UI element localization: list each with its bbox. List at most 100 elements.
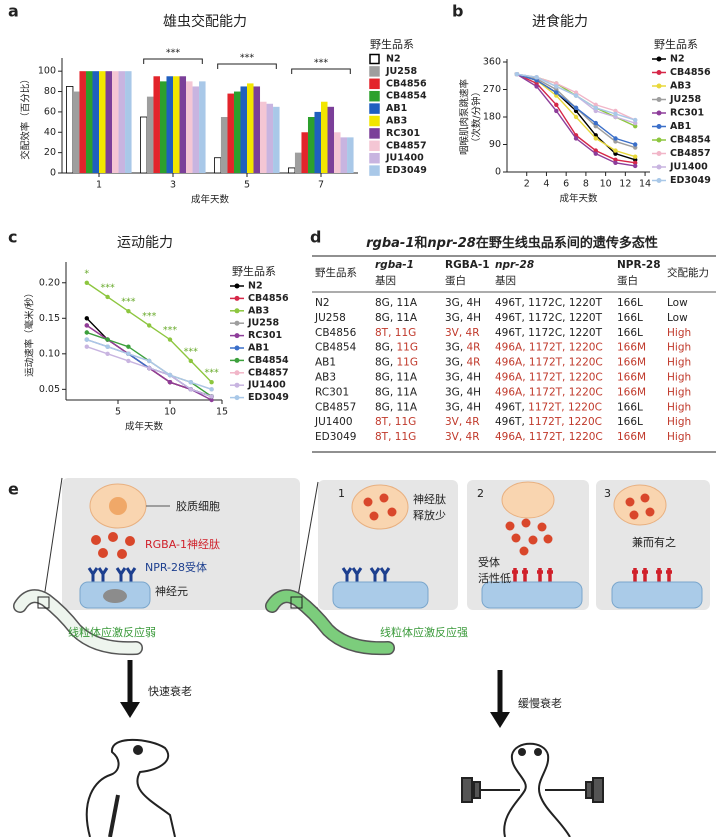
table-cell: 8G, 11A — [375, 372, 418, 384]
data-point — [147, 323, 152, 328]
cell-part: High — [667, 342, 691, 354]
table-header: 蛋白 — [617, 274, 638, 287]
data-point — [554, 108, 559, 114]
cell-part: 8T, 11G — [375, 416, 416, 428]
label: 缓慢衰老 — [518, 696, 562, 710]
data-point — [593, 120, 598, 126]
bar — [166, 76, 173, 173]
y-tick-label: 0.05 — [39, 384, 60, 395]
y-tick-label: 0 — [495, 167, 501, 178]
data-point — [554, 90, 559, 95]
table-cell: Low — [667, 312, 688, 324]
legend-marker — [656, 110, 662, 116]
nucleus — [103, 589, 127, 603]
data-point — [573, 93, 579, 98]
bar — [321, 101, 328, 173]
data-point — [633, 145, 638, 150]
legend-label: RC301 — [670, 108, 704, 119]
legend-label: CB4856 — [670, 67, 711, 78]
data-point — [613, 148, 618, 153]
x-tick-label: 12 — [619, 179, 631, 190]
cell-part: 3G, 4H — [445, 297, 481, 309]
table-cell: AB3 — [315, 372, 336, 384]
label: 神经元 — [155, 584, 188, 598]
y-tick-label: 40 — [44, 127, 56, 138]
bar — [340, 137, 348, 173]
data-point — [167, 372, 173, 378]
cell-part: 166M — [617, 431, 646, 443]
table-cell: 166L — [617, 416, 643, 428]
label: 线粒体应激反应强 — [380, 625, 468, 639]
cell-part: 8G, 11A — [375, 386, 418, 398]
bar — [105, 71, 113, 173]
data-point — [593, 151, 598, 156]
data-point — [633, 157, 638, 162]
data-point — [167, 380, 173, 385]
neuron — [481, 581, 583, 609]
y-tick-label: 90 — [489, 139, 501, 150]
data-point — [534, 84, 539, 89]
y-axis-label: 运动速率（毫米/秒） — [24, 288, 36, 377]
table-cell: 3G, 4H — [445, 401, 481, 413]
data-point — [573, 90, 579, 95]
legend-label: JU1400 — [669, 162, 708, 173]
chart-title: 运动能力 — [117, 235, 173, 251]
y-tick-label: 0.15 — [39, 313, 60, 324]
data-point — [593, 102, 598, 107]
cell-part: 3V, 4R — [445, 327, 480, 339]
significance-label: *** — [121, 297, 136, 308]
table-cell: High — [667, 386, 691, 398]
bar — [159, 81, 167, 173]
series-line — [86, 331, 212, 398]
table-cell: 496T, 1172T, 1220C — [495, 416, 602, 428]
bar — [112, 71, 119, 173]
bar — [288, 167, 296, 174]
data-point — [514, 72, 520, 77]
table-cell: High — [667, 327, 691, 339]
data-point — [633, 120, 638, 126]
table-header: 基因 — [375, 274, 396, 287]
cell-part: High — [667, 401, 691, 413]
legend-marker — [656, 178, 662, 183]
panel-label: b — [452, 2, 463, 21]
table-cell: 496A, 1172T, 1220C — [495, 431, 603, 443]
x-tick-label: 10 — [600, 179, 612, 190]
table-cell: 166L — [617, 401, 643, 413]
bar — [146, 96, 154, 173]
x-tick-label: 3 — [170, 180, 176, 191]
data-point — [126, 358, 131, 364]
zoom-line — [297, 481, 319, 597]
data-point — [105, 351, 110, 357]
bar — [220, 117, 228, 173]
table-cell: 496A, 1172T, 1220C — [495, 342, 603, 354]
cell-part: Low — [667, 297, 688, 309]
table-cell: High — [667, 431, 691, 443]
glia-cell — [501, 481, 555, 519]
data-point — [84, 323, 90, 328]
table-cell: 496T, 1172T, 1220C — [495, 401, 602, 413]
legend-marker — [234, 357, 240, 363]
legend-swatch — [369, 78, 380, 90]
y-axis-label: 交配效率（百分比） — [20, 74, 32, 160]
cell-part: High — [667, 357, 691, 369]
cell-part: High — [667, 416, 691, 428]
title-part: 在野生线虫品系间的遗传多态性 — [476, 235, 658, 251]
legend-label: JU258 — [385, 66, 417, 77]
cell-part: Low — [667, 312, 688, 324]
legend-marker — [656, 137, 662, 143]
cell-part: 166L — [617, 416, 643, 428]
legend-label: RC301 — [386, 128, 420, 139]
bar — [192, 86, 200, 173]
bar — [294, 152, 302, 173]
bar — [72, 91, 80, 173]
series-line — [86, 331, 212, 398]
table-cell: 496T, 1172C, 1220T — [495, 327, 603, 339]
bar — [79, 71, 86, 173]
table-cell: 166M — [617, 386, 646, 398]
data-point — [209, 387, 214, 392]
label: 快速衰老 — [148, 684, 192, 698]
y-tick-label: 0 — [50, 168, 56, 179]
data-point — [126, 344, 131, 349]
cell-part: 496T, 1172C, 1220T — [495, 327, 603, 339]
data-point — [613, 139, 618, 144]
